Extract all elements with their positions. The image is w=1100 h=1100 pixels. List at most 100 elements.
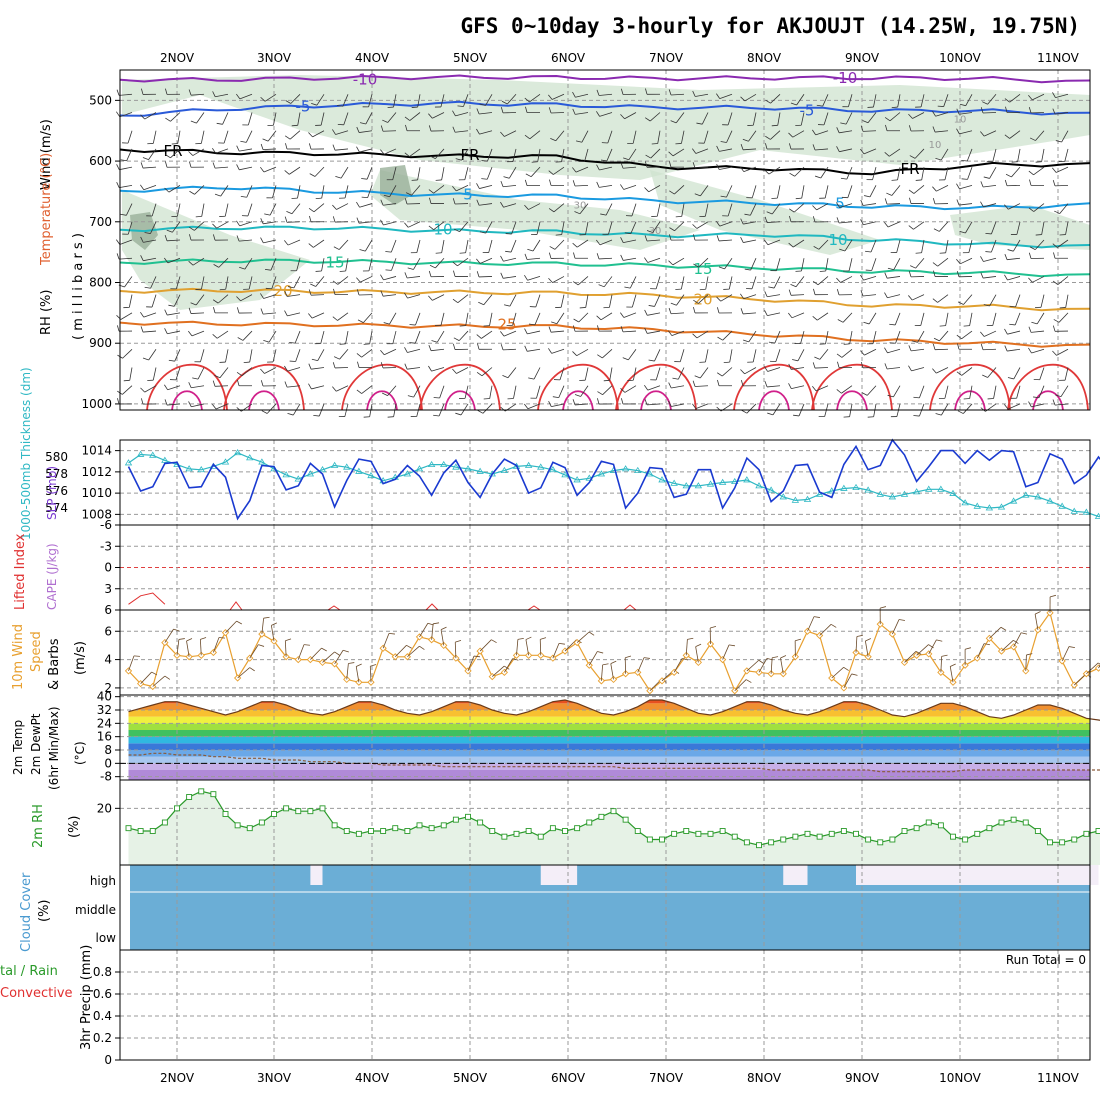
wind-barb-flag xyxy=(672,377,679,380)
wind-barb-flag xyxy=(956,108,960,115)
wind-barb xyxy=(216,330,229,339)
wind-barb xyxy=(893,385,901,398)
wind-barb xyxy=(504,658,513,673)
wind-barb-flag xyxy=(405,192,412,196)
wind-barb-flag xyxy=(236,93,241,100)
wind-barb-flag xyxy=(168,359,175,362)
wind-barb xyxy=(609,294,613,308)
wind-barb-flag xyxy=(287,413,294,416)
wind-barb xyxy=(561,148,565,162)
wind-barb xyxy=(213,637,220,653)
thickness-marker xyxy=(476,467,484,474)
wind-barb-flag xyxy=(788,242,794,248)
wind-barb-flag xyxy=(212,380,216,387)
wind-barb xyxy=(825,258,829,272)
wind-barb-flag xyxy=(381,392,388,396)
wind-barb xyxy=(295,349,301,362)
wind-barb-flag xyxy=(239,266,246,270)
wind-barb-flag xyxy=(1052,325,1056,332)
wind-barb xyxy=(775,349,781,362)
wind-barb xyxy=(126,148,133,161)
wind-barb-flag xyxy=(407,395,414,398)
wind-barb xyxy=(143,312,157,318)
rh-marker xyxy=(404,828,411,834)
wind-barb-flag xyxy=(189,234,192,241)
wind-barb xyxy=(359,203,373,208)
wind-barb xyxy=(599,93,613,96)
wind-barb-flag xyxy=(600,213,607,216)
wind-barb-flag xyxy=(956,199,960,206)
wind-barb xyxy=(263,294,277,299)
wind-barb-flag xyxy=(780,655,787,659)
wind-barb xyxy=(657,130,661,144)
wind-barb-flag xyxy=(856,634,863,637)
wind-barb-flag xyxy=(240,140,247,143)
wind-barb xyxy=(772,403,781,416)
wind-barb xyxy=(719,93,733,99)
isotherm-label: -5 xyxy=(296,97,311,115)
wind-barb xyxy=(170,112,181,122)
wind-barb-flag xyxy=(819,270,826,272)
wind-barb xyxy=(479,112,493,115)
wind-barb xyxy=(485,94,493,106)
wind-barb-flag xyxy=(333,356,340,360)
wind-barb-flag xyxy=(884,347,888,354)
wind-barb xyxy=(976,643,985,659)
wind-barb xyxy=(292,403,301,416)
wind-barb-flag xyxy=(742,339,749,343)
wind-barb-flag xyxy=(404,116,411,121)
wind-barb-flag xyxy=(342,649,349,653)
cloud-clear-gap xyxy=(540,865,578,885)
wind-barb xyxy=(152,130,157,144)
wind-barb-flag xyxy=(164,384,168,391)
wind-barb-flag xyxy=(980,181,984,188)
wind-barb-flag xyxy=(843,343,850,345)
wind-barb xyxy=(721,367,733,377)
isotherm-line xyxy=(119,320,1091,348)
wind-barb-flag xyxy=(764,291,768,297)
rh-marker xyxy=(768,839,775,846)
wind-barb-flag xyxy=(453,270,456,277)
wind-barb-flag xyxy=(668,382,672,389)
wind-barb xyxy=(263,221,277,225)
wind-barb xyxy=(454,642,457,659)
wind-barb xyxy=(486,166,493,180)
thickness-marker xyxy=(803,495,812,502)
wind-barb xyxy=(937,294,949,303)
wind-barb xyxy=(897,167,901,180)
wind-barb xyxy=(773,276,781,289)
lifted-index-blip xyxy=(327,605,341,611)
top-day-label: 7NOV xyxy=(649,51,684,65)
wind-barb-flag xyxy=(622,357,629,361)
wind-barb xyxy=(487,148,493,162)
temp-band xyxy=(128,770,1090,780)
wind-barb xyxy=(340,166,349,179)
wind-barb-flag xyxy=(477,410,484,414)
wind-barb xyxy=(770,657,773,674)
wind-barb xyxy=(921,239,925,253)
wind-barb xyxy=(696,330,709,339)
thickness-marker xyxy=(561,471,569,478)
wind-barb xyxy=(936,367,949,374)
wind-barb-flag xyxy=(476,108,480,115)
wind-barb xyxy=(152,367,157,381)
rh-marker xyxy=(816,833,823,840)
wind-barb xyxy=(119,112,133,118)
wind-barb-flag xyxy=(957,301,964,305)
wind-barb-flag xyxy=(908,189,915,194)
wind-barb xyxy=(176,639,180,656)
wind-barb xyxy=(575,112,589,115)
wind-barb xyxy=(534,312,541,325)
wind-barb-flag xyxy=(860,125,864,132)
wind-barb-flag xyxy=(863,321,870,325)
wind-barb-flag xyxy=(723,361,730,364)
wind-barb xyxy=(695,166,709,169)
wind-barb-flag xyxy=(555,234,562,236)
wind-speed-marker xyxy=(343,675,351,684)
wind-barb-flag xyxy=(190,302,197,306)
wind-barb-flag xyxy=(453,228,460,233)
rh-marker xyxy=(1010,816,1017,823)
wind-barb-flag xyxy=(249,667,255,672)
wind-barb xyxy=(758,658,768,673)
